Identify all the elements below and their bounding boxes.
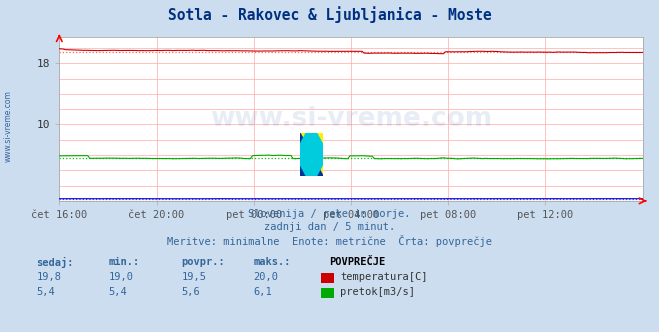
Text: temperatura[C]: temperatura[C] [340, 272, 428, 282]
Text: 6,1: 6,1 [254, 287, 272, 297]
Text: 5,6: 5,6 [181, 287, 200, 297]
Text: POVPREČJE: POVPREČJE [330, 257, 386, 267]
Text: sedaj:: sedaj: [36, 257, 74, 268]
Text: 19,8: 19,8 [36, 272, 61, 282]
Text: Meritve: minimalne  Enote: metrične  Črta: povprečje: Meritve: minimalne Enote: metrične Črta:… [167, 235, 492, 247]
Text: www.si-vreme.com: www.si-vreme.com [210, 106, 492, 132]
Polygon shape [300, 133, 323, 176]
Text: www.si-vreme.com: www.si-vreme.com [3, 90, 13, 162]
Text: 20,0: 20,0 [254, 272, 279, 282]
Text: maks.:: maks.: [254, 257, 291, 267]
Text: 19,5: 19,5 [181, 272, 206, 282]
Text: zadnji dan / 5 minut.: zadnji dan / 5 minut. [264, 222, 395, 232]
Polygon shape [300, 133, 323, 176]
Text: 5,4: 5,4 [36, 287, 55, 297]
Text: Slovenija / reke in morje.: Slovenija / reke in morje. [248, 209, 411, 219]
Text: min.:: min.: [109, 257, 140, 267]
Text: 5,4: 5,4 [109, 287, 127, 297]
Text: Sotla - Rakovec & Ljubljanica - Moste: Sotla - Rakovec & Ljubljanica - Moste [167, 7, 492, 23]
Polygon shape [300, 133, 323, 176]
Text: povpr.:: povpr.: [181, 257, 225, 267]
Text: pretok[m3/s]: pretok[m3/s] [340, 287, 415, 297]
Text: 19,0: 19,0 [109, 272, 134, 282]
